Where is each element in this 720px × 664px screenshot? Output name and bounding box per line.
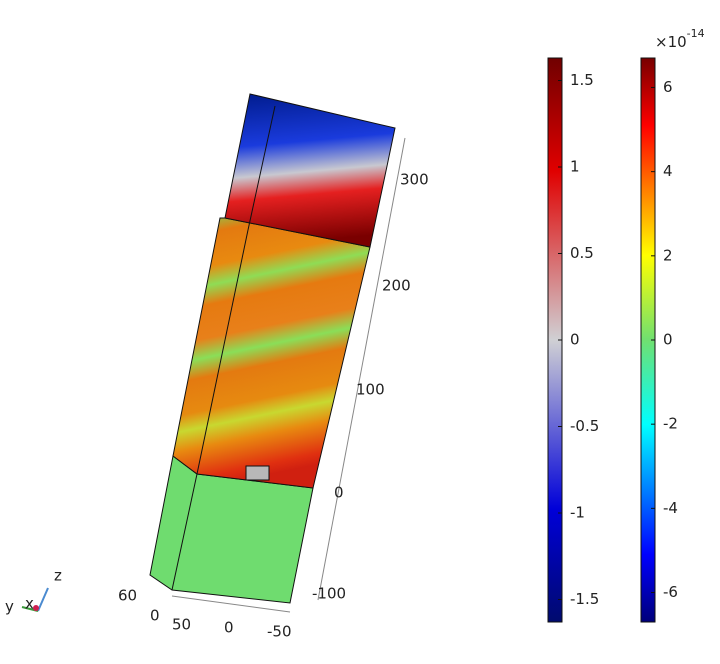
- y-tick-label: 60: [118, 587, 137, 605]
- axis-triad: z y x: [5, 567, 62, 616]
- triad-z: [37, 587, 49, 612]
- colorbar-tick-label: 1: [570, 157, 580, 175]
- source: [245, 465, 270, 481]
- colorbar-tick-label: -2: [663, 415, 678, 433]
- colorbar-tick-label: 1.5: [570, 71, 594, 89]
- colorbar-tick-label: 0: [570, 331, 580, 349]
- z-tick-label: 100: [356, 381, 385, 399]
- domain-top: [224, 93, 396, 248]
- multiplier-exponent: -14: [687, 27, 705, 40]
- x-tick-label: 0: [224, 619, 234, 637]
- z-tick-label: 0: [334, 484, 344, 502]
- geometry: [149, 93, 406, 613]
- colorbar-tick-label: -1.5: [570, 590, 599, 608]
- colorbar-tick-label: -4: [663, 499, 678, 517]
- colorbar-tick-label: -1: [570, 504, 585, 522]
- colorbar-tick-label: 0: [663, 331, 673, 349]
- edge: [171, 473, 198, 591]
- y-tick-label: 0: [150, 607, 160, 625]
- z-tick-label: -100: [312, 585, 346, 603]
- colorbar-tick-label: -6: [663, 583, 678, 601]
- colorbar-tick-label: -0.5: [570, 417, 599, 435]
- triad-x: [33, 605, 39, 611]
- x-axis: [171, 595, 291, 613]
- x-tick-label: 50: [172, 616, 191, 634]
- colorbar-tick-label: 4: [663, 162, 673, 180]
- multiplier-base: ×10: [655, 33, 687, 51]
- z-axis: [317, 137, 406, 601]
- colorbar-tick-label: 2: [663, 246, 673, 264]
- z-tick-label: 300: [400, 171, 429, 189]
- triad-label: z: [54, 567, 62, 585]
- x-tick-label: -50: [267, 623, 292, 641]
- colorbar-tick-label: 6: [663, 78, 673, 96]
- colorbar-tick-label: 0.5: [570, 244, 594, 262]
- triad-label: y: [5, 598, 14, 616]
- edge: [247, 105, 276, 231]
- colorbar-multiplier: ×10-14: [655, 27, 705, 51]
- z-tick-label: 200: [382, 277, 411, 295]
- triad-label: x: [25, 595, 34, 613]
- edge: [196, 229, 249, 475]
